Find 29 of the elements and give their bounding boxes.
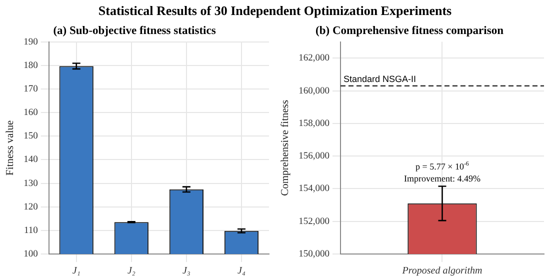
x-tick-label: J₄ bbox=[238, 266, 246, 277]
y-axis-title: Fitness value bbox=[5, 120, 16, 176]
y-tick-label: 120 bbox=[24, 202, 38, 212]
annotation: Improvement: 4.49% bbox=[404, 173, 481, 184]
y-tick-label: 180 bbox=[24, 60, 38, 71]
y-tick-label: 158,000 bbox=[298, 118, 330, 129]
y-tick-label: 152,000 bbox=[298, 216, 330, 227]
chart-title: (a) Sub-objective fitness statistics bbox=[53, 24, 216, 37]
chart-title: (b) Comprehensive fitness comparison bbox=[316, 24, 504, 37]
x-tick-label: J₃ bbox=[182, 266, 191, 277]
x-tick-label: J₁ bbox=[72, 266, 80, 277]
y-tick-label: 190 bbox=[24, 37, 38, 48]
y-tick-label: 160 bbox=[24, 108, 38, 118]
ref-line-label: Standard NSGA-II bbox=[343, 74, 416, 84]
y-tick-label: 130 bbox=[24, 178, 38, 189]
y-tick-label: 150 bbox=[24, 132, 38, 142]
x-tick-label: Proposed algorithm bbox=[401, 266, 482, 277]
y-tick-label: 156,000 bbox=[298, 152, 330, 162]
y-tick-label: 162,000 bbox=[298, 54, 330, 64]
y-tick-label: 160,000 bbox=[298, 86, 330, 96]
y-tick-label: 110 bbox=[24, 226, 38, 236]
x-tick-label: J₂ bbox=[127, 266, 136, 277]
y-axis-title: Comprehensive fitness bbox=[280, 100, 292, 196]
y-tick-label: 170 bbox=[24, 84, 38, 94]
y-tick-label: 154,000 bbox=[298, 184, 330, 194]
text: Statistical Results of 30 Independent Optimization Experiments bbox=[98, 3, 452, 18]
y-tick-label: 150,000 bbox=[298, 250, 330, 260]
y-tick-label: 100 bbox=[24, 250, 38, 260]
y-tick-label: 140 bbox=[24, 155, 38, 166]
